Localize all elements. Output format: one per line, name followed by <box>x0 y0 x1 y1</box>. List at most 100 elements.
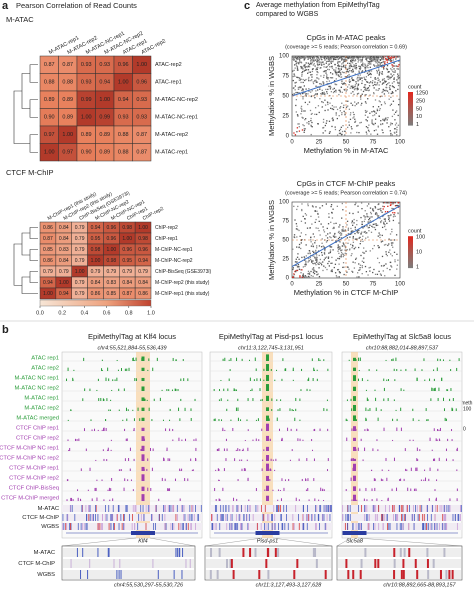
signal-peak <box>218 498 220 501</box>
scatter-point <box>311 205 314 207</box>
scatter-point <box>310 74 312 76</box>
scatter-point <box>366 56 368 58</box>
scatter-point <box>296 256 299 258</box>
scatter-point <box>367 60 369 63</box>
scatter-point <box>303 127 305 130</box>
scatter-point <box>301 256 303 259</box>
cell-label: 0.87 <box>62 62 73 68</box>
scatter-point <box>375 57 378 59</box>
meth-cpg <box>81 505 83 512</box>
signal-peak <box>178 407 180 411</box>
scatter-point <box>339 72 342 74</box>
scatter-point <box>372 209 374 211</box>
meth-cpg <box>82 523 84 530</box>
scatter-point <box>292 70 294 72</box>
locus-title: EpiMethylTag at Pisd-ps1 locus <box>219 332 323 341</box>
scatter-point <box>339 89 341 92</box>
scatter-point <box>398 222 400 224</box>
scatter-point <box>311 58 314 60</box>
colorbar-label: 1.0 <box>147 310 155 316</box>
scatter-point <box>368 89 370 91</box>
scatter-point <box>339 91 341 93</box>
scatter-point <box>358 65 360 67</box>
scatter-point <box>359 268 361 271</box>
meth-cpg <box>367 514 369 521</box>
signal-peak <box>118 469 120 471</box>
cell-label: 0.87 <box>122 291 132 297</box>
scatter-point <box>305 276 308 278</box>
scatter-point <box>370 76 372 79</box>
scatter-point <box>396 79 398 81</box>
scatter-point <box>363 252 366 254</box>
cell-label: 0.85 <box>106 291 116 297</box>
scatter-point <box>384 89 386 92</box>
cell-label: 0.85 <box>43 247 53 253</box>
scatter-point <box>316 59 318 61</box>
signal-peak <box>383 398 385 401</box>
signal-peak <box>266 495 269 501</box>
scatter-point <box>369 70 371 72</box>
scatter-point <box>396 65 398 67</box>
scatter-point <box>337 64 340 66</box>
meth-cpg <box>110 514 112 521</box>
scatter-point <box>311 56 314 58</box>
scatter-point <box>296 56 299 59</box>
cell-label: 0.88 <box>118 132 129 138</box>
meth-cpg <box>183 523 184 530</box>
signal-peak <box>429 467 431 471</box>
signal-peak <box>169 408 171 411</box>
scatter-point <box>397 202 400 204</box>
scatter-point <box>395 111 397 113</box>
zoom-cpg <box>87 570 89 579</box>
signal-peak <box>112 498 114 501</box>
scatter-point <box>292 56 294 58</box>
scatter-point <box>328 252 330 254</box>
scatter-point <box>304 265 306 268</box>
scatter-point <box>307 203 309 205</box>
scatter-point <box>358 131 360 134</box>
scatter-point <box>366 56 368 58</box>
scatter-point <box>350 227 352 230</box>
signal-peak <box>72 377 74 381</box>
scatter-point <box>372 271 374 274</box>
scatter-point <box>305 233 307 236</box>
signal-peak <box>419 449 421 451</box>
scatter-point <box>366 133 368 135</box>
scatter-point <box>308 250 311 252</box>
scatter-point <box>332 117 334 119</box>
scatter-point <box>312 245 314 247</box>
scatter-point <box>385 251 387 253</box>
meth-cpg <box>108 505 110 512</box>
scatter-point <box>298 63 300 65</box>
signal-peak <box>111 389 113 391</box>
scatter-point <box>332 88 334 90</box>
scatter-point <box>347 227 350 229</box>
meth-cpg <box>193 514 195 521</box>
scatter-point <box>389 249 391 251</box>
scatter-point <box>358 231 360 233</box>
meth-cpg <box>422 523 424 530</box>
meth-cpg <box>395 514 397 521</box>
scatter-point <box>343 273 345 276</box>
meth-cpg <box>436 523 438 530</box>
scatter-point <box>302 274 304 277</box>
scatter-point <box>301 73 303 76</box>
scatter-point <box>389 88 391 91</box>
scatter-point <box>321 205 324 207</box>
scatter-point <box>378 74 380 77</box>
scatter-point <box>379 107 381 110</box>
scatter-point <box>318 254 320 257</box>
meth-cpg <box>374 514 376 521</box>
cell-label: 0.83 <box>106 280 116 286</box>
scatter-point <box>346 59 348 61</box>
scatter-point <box>373 92 375 94</box>
plot-subtitle: (coverage >= 5 reads; Pearson correlatio… <box>285 44 407 50</box>
scatter-point <box>292 93 294 96</box>
scatter-point <box>389 253 392 255</box>
signal-peak <box>438 457 440 461</box>
meth-cpg <box>86 514 87 521</box>
scatter-point <box>364 56 366 58</box>
signal-peak <box>274 379 276 381</box>
cell-label: 0.96 <box>106 225 116 231</box>
scatter-point <box>316 247 318 249</box>
